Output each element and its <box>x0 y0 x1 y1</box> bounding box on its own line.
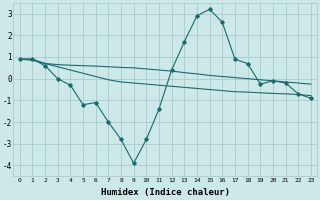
X-axis label: Humidex (Indice chaleur): Humidex (Indice chaleur) <box>101 188 230 197</box>
